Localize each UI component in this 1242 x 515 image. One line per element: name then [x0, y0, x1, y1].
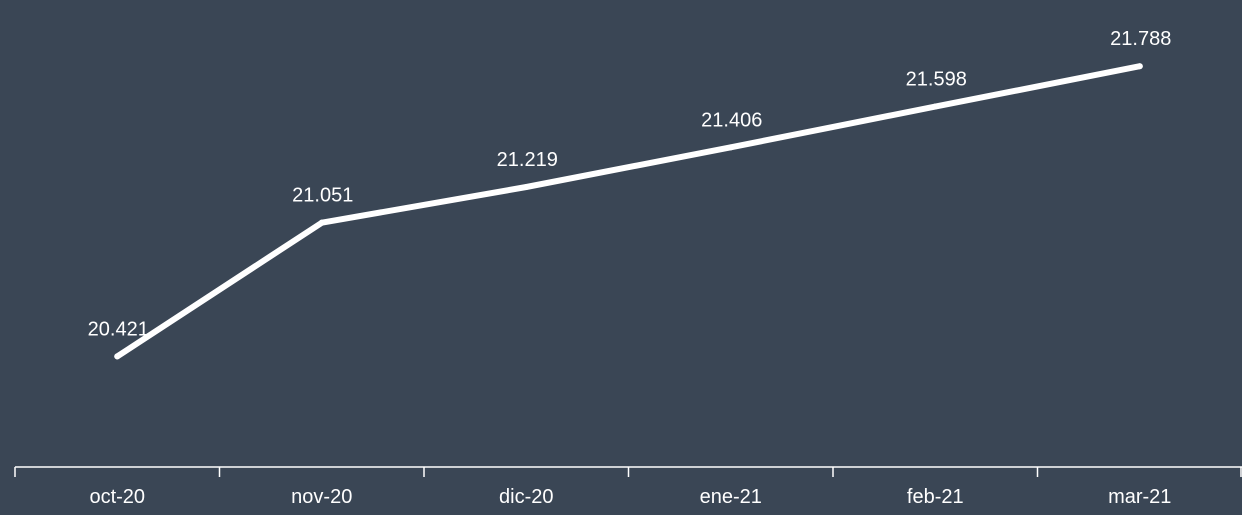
series-line-layer — [114, 63, 1143, 360]
data-point — [932, 103, 939, 110]
x-tick-label: mar-21 — [1108, 486, 1171, 508]
data-point — [114, 353, 121, 360]
data-label: 20.421 — [88, 318, 149, 340]
data-label: 21.051 — [292, 185, 353, 207]
x-tick-label: dic-20 — [499, 486, 553, 508]
data-label: 21.598 — [906, 69, 967, 91]
data-point — [1136, 63, 1143, 70]
x-tick-label: feb-21 — [907, 486, 964, 508]
data-label: 21.788 — [1110, 28, 1171, 50]
x-tick-label: ene-21 — [700, 486, 762, 508]
data-point — [523, 184, 530, 191]
data-label: 21.219 — [497, 149, 558, 171]
data-label: 21.406 — [701, 109, 762, 131]
x-tick-label: nov-20 — [291, 486, 352, 508]
x-tick-label-layer: oct-20 nov-20 dic-20 ene-21 feb-21 mar-21 — [89, 486, 1171, 508]
x-tick-label: oct-20 — [89, 486, 145, 508]
data-point — [727, 144, 734, 151]
data-point — [318, 219, 325, 226]
x-axis — [14, 466, 1242, 477]
data-label-layer: 20.421 21.051 21.219 21.406 21.598 21.788 — [88, 28, 1172, 340]
series-line — [114, 63, 1143, 360]
